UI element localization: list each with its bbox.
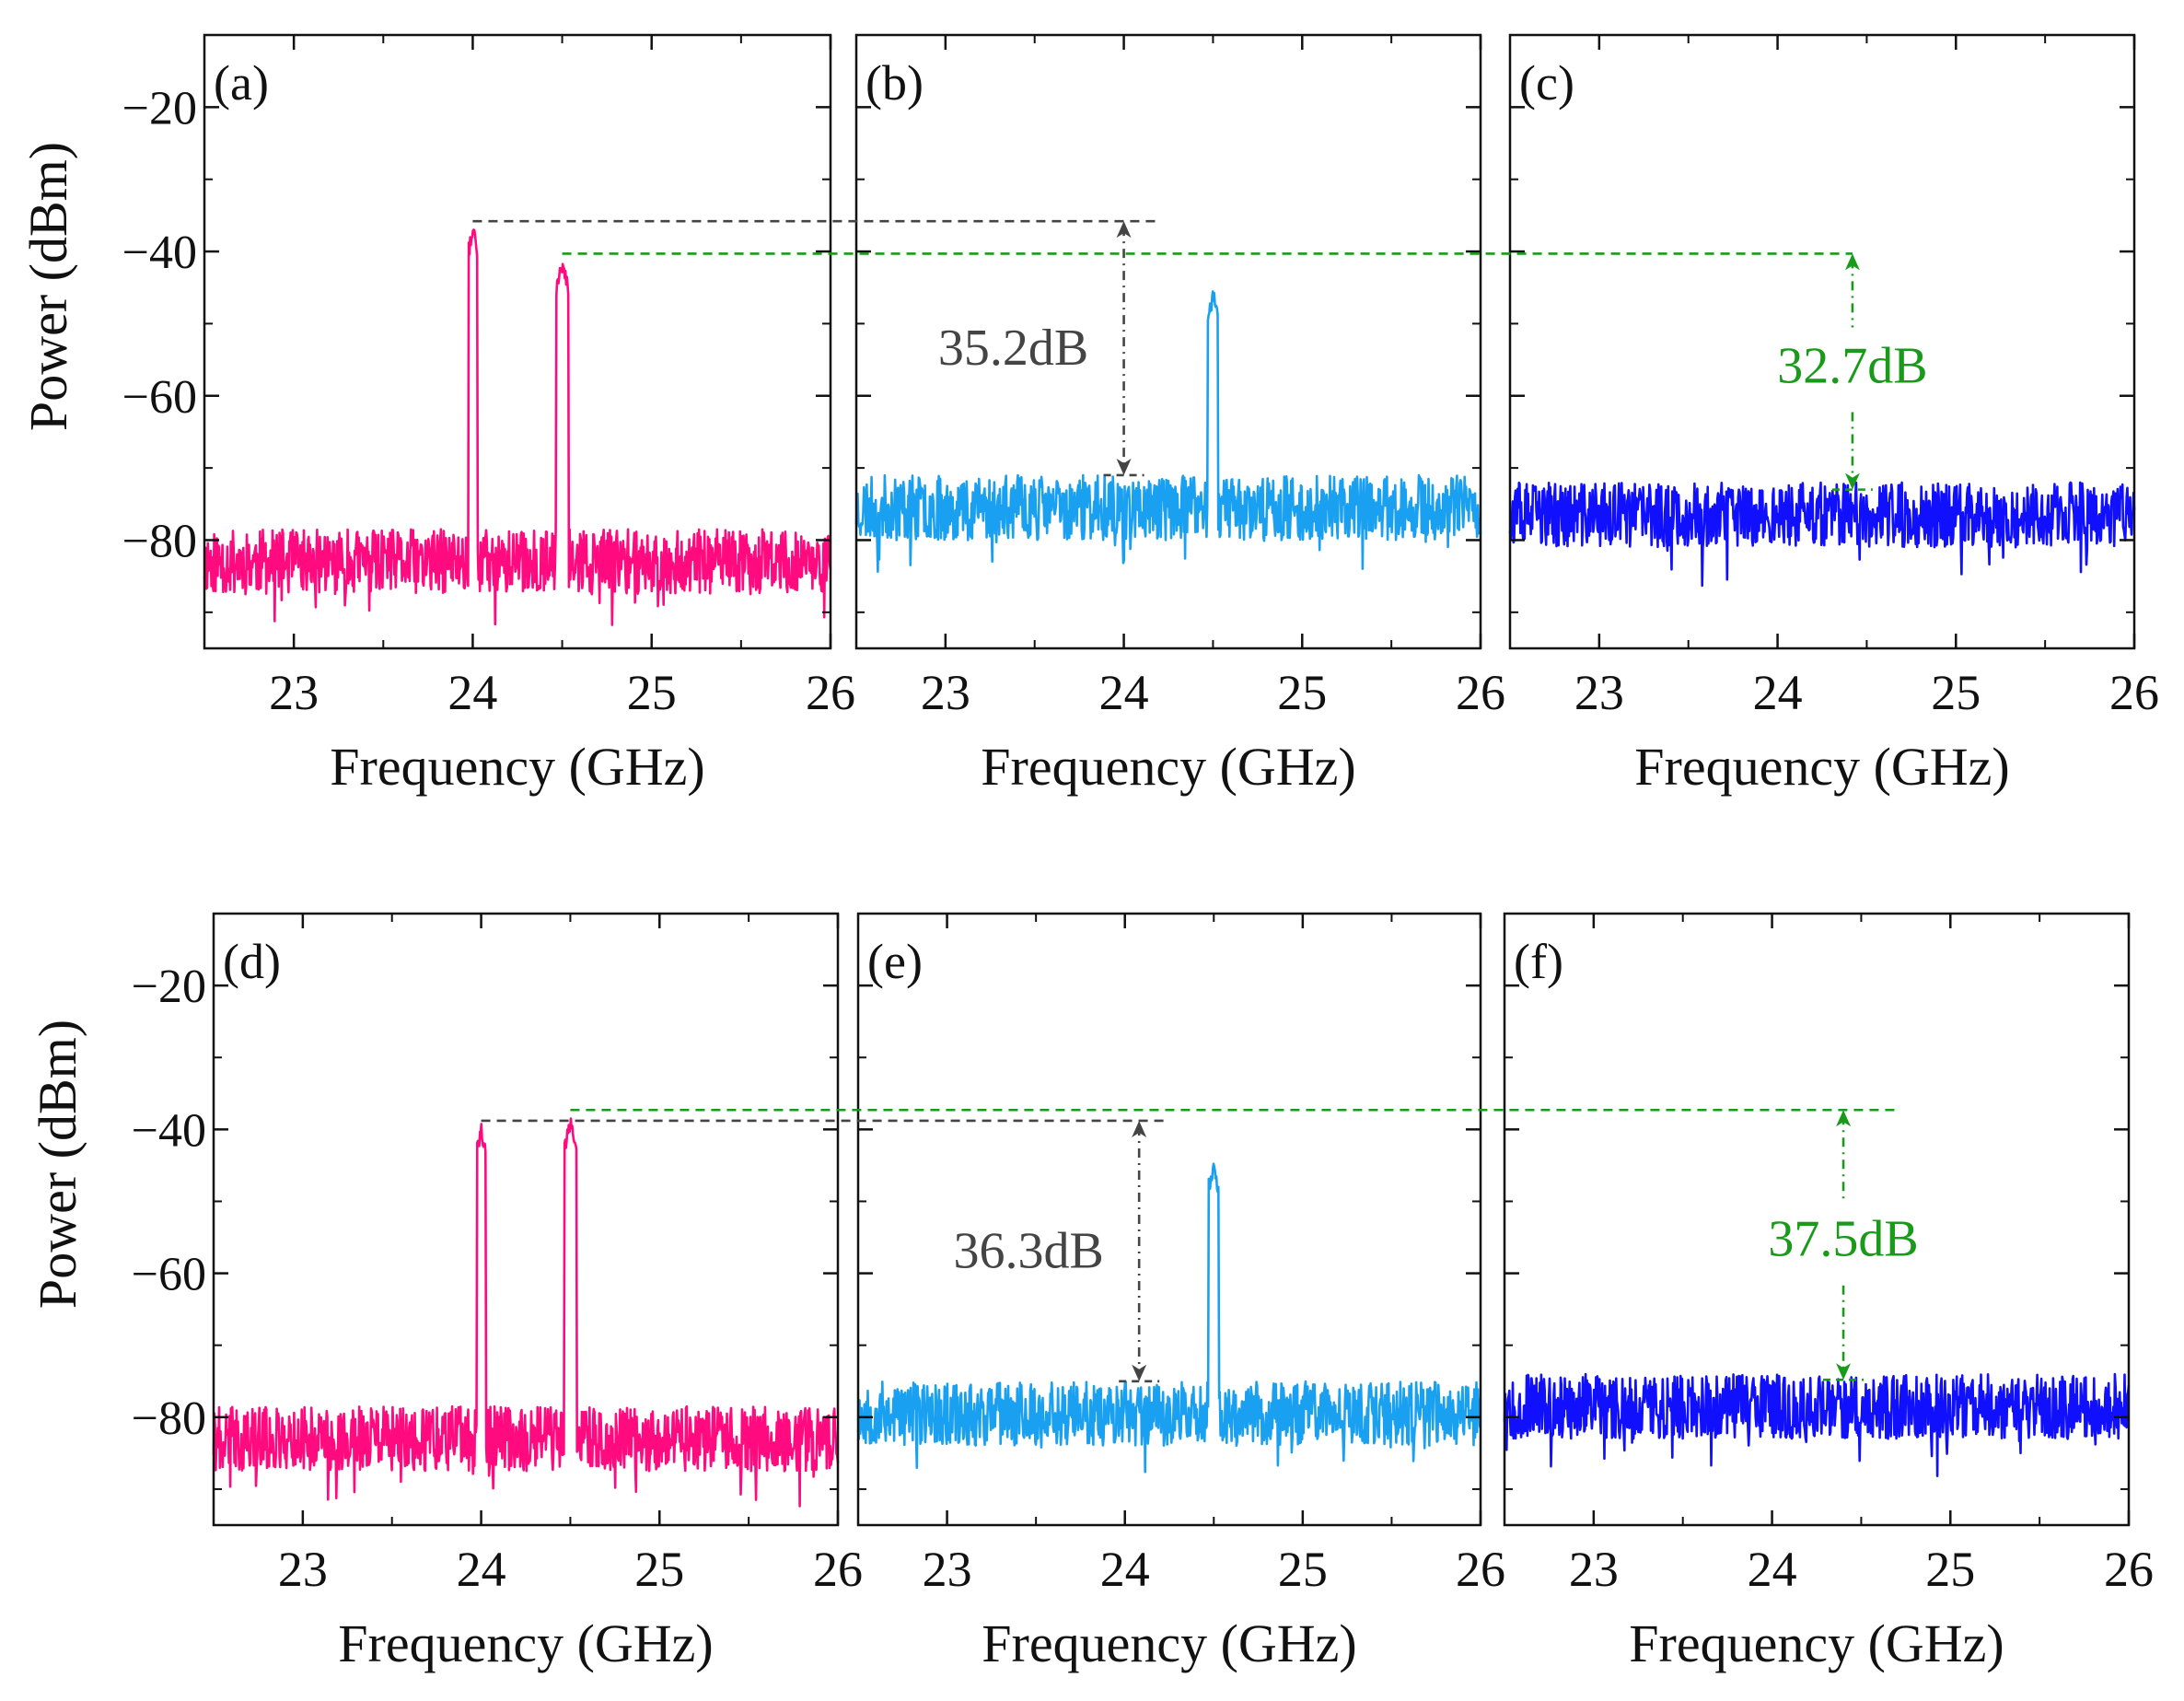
panel-a: −20 −40 −60 −80 23 24 25 26 Frequency (GHz) Power… (18, 33, 855, 797)
x-tick-label: 26 (2109, 665, 2159, 720)
x-tick-label: 23 (1569, 1542, 1619, 1597)
axes-frame-f (1503, 912, 2131, 1527)
annotation-b: 35.2dB (938, 221, 1144, 477)
x-axis-label: Frequency (GHz) (981, 737, 1355, 797)
x-axis-label: Frequency (GHz) (1629, 1614, 2004, 1673)
panel-label-f: (f) (1514, 934, 1563, 989)
x-tick-label: 23 (1574, 665, 1624, 720)
arrow-down-icon (1844, 472, 1860, 490)
y-tick-label: −20 (132, 961, 206, 1013)
y-axis-label: Power (dBm) (18, 142, 78, 431)
x-tick-label: 23 (278, 1542, 328, 1597)
annotation-e: 36.3dB (953, 1120, 1160, 1383)
axes-frame-c (1508, 33, 2136, 650)
panel-d: −20 −40 −60 −80 23 24 25 26 Frequency (GHz) Power… (28, 912, 863, 1673)
x-tick-label: 23 (921, 665, 970, 720)
arrow-up-icon (1836, 1110, 1852, 1127)
annotation-label: 36.3dB (953, 1222, 1103, 1279)
x-tick-label: 26 (813, 1542, 863, 1597)
panel-label-a: (a) (214, 55, 269, 111)
trace-d (212, 1117, 840, 1508)
arrow-up-icon (1844, 253, 1860, 271)
arrow-down-icon (1132, 1364, 1147, 1381)
trace-c (1508, 481, 2136, 588)
axes-frame-a (203, 33, 832, 650)
x-axis-label: Frequency (GHz) (1634, 737, 2009, 797)
y-tick-label: −80 (122, 515, 197, 567)
arrow-down-icon (1116, 458, 1132, 475)
trace-e (856, 1162, 1482, 1474)
plot-layer: −20 −40 −60 −80 23 24 25 26 Frequency (GHz) Power… (18, 33, 2159, 1673)
y-tick-label: −40 (132, 1104, 206, 1157)
y-tick-label: −60 (132, 1249, 206, 1301)
panel-label-d: (d) (223, 934, 281, 989)
panel-label-e: (e) (867, 934, 923, 989)
x-axis-label: Frequency (GHz) (330, 737, 704, 797)
y-tick-label: −60 (122, 371, 197, 424)
annotation-label: 32.7dB (1777, 338, 1927, 395)
x-tick-label: 25 (634, 1542, 684, 1597)
x-tick-label: 24 (1100, 1542, 1150, 1597)
trace-b (854, 290, 1482, 574)
axes-frame-e (856, 912, 1482, 1527)
x-tick-label: 25 (1925, 1542, 1975, 1597)
panel-c: 23 24 25 26 Frequency (GHz) (c) (1508, 33, 2159, 797)
panel-label-b: (b) (865, 55, 924, 111)
trace-f (1503, 1372, 2131, 1477)
x-axis-label: Frequency (GHz) (982, 1614, 1356, 1673)
trace-a (203, 228, 832, 626)
x-tick-label: 23 (923, 1542, 972, 1597)
arrow-down-icon (1836, 1363, 1852, 1381)
x-tick-label: 24 (1099, 665, 1149, 720)
annotation-label: 37.5dB (1768, 1211, 1918, 1268)
x-tick-label: 25 (627, 665, 677, 720)
panel-b: 23 24 25 26 Frequency (GHz) (b) (854, 33, 1505, 797)
x-tick-label: 25 (1278, 1542, 1328, 1597)
x-tick-label: 26 (2104, 1542, 2154, 1597)
y-tick-label: −40 (122, 227, 197, 279)
axes-frame-b (854, 33, 1482, 650)
x-tick-label: 26 (1456, 665, 1505, 720)
x-tick-label: 24 (1748, 1542, 1797, 1597)
y-axis-label: Power (dBm) (28, 1019, 87, 1309)
annotation-label: 35.2dB (938, 320, 1088, 377)
arrow-up-icon (1132, 1120, 1147, 1137)
x-tick-label: 24 (447, 665, 497, 720)
x-tick-label: 24 (457, 1542, 506, 1597)
x-tick-label: 25 (1931, 665, 1981, 720)
x-tick-label: 23 (269, 665, 319, 720)
arrow-up-icon (1116, 221, 1132, 239)
annotation-c: 32.7dB (1777, 253, 1928, 491)
annotation-f: 37.5dB (1768, 1110, 1919, 1381)
x-tick-label: 25 (1277, 665, 1327, 720)
x-axis-label: Frequency (GHz) (338, 1614, 713, 1673)
axes-frame-d (212, 912, 840, 1527)
panel-f: 23 24 25 26 Frequency (GHz) (f) (1503, 912, 2154, 1673)
panel-label-c: (c) (1519, 55, 1574, 111)
x-tick-label: 26 (1456, 1542, 1505, 1597)
x-tick-label: 26 (806, 665, 855, 720)
y-tick-label: −80 (132, 1392, 206, 1445)
panel-e: 23 24 25 26 Frequency (GHz) (e) (856, 912, 1505, 1673)
x-tick-label: 24 (1753, 665, 1803, 720)
y-tick-label: −20 (122, 82, 197, 134)
